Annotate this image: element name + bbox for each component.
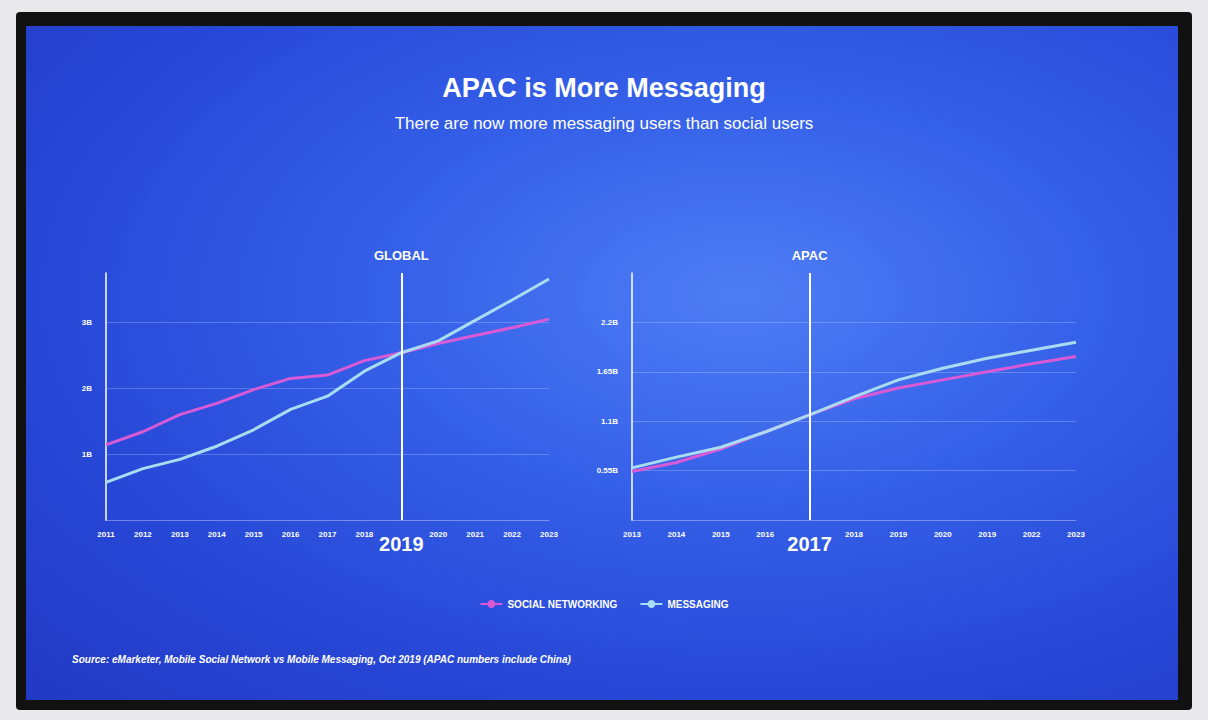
svg-text:Source: eMarketer, Mobile Soci: Source: eMarketer, Mobile Social Network… xyxy=(72,654,572,665)
svg-text:APAC is More Messaging: APAC is More Messaging xyxy=(442,73,766,103)
svg-text:2023: 2023 xyxy=(1067,530,1085,539)
svg-text:2015: 2015 xyxy=(245,530,263,539)
svg-text:2023: 2023 xyxy=(540,530,558,539)
svg-text:2017: 2017 xyxy=(787,533,832,555)
svg-text:2020: 2020 xyxy=(934,530,952,539)
svg-text:2012: 2012 xyxy=(134,530,152,539)
svg-text:2013: 2013 xyxy=(171,530,189,539)
svg-text:1.65B: 1.65B xyxy=(597,367,619,376)
svg-text:2021: 2021 xyxy=(466,530,484,539)
svg-text:2014: 2014 xyxy=(668,530,686,539)
svg-text:GLOBAL: GLOBAL xyxy=(374,248,429,263)
svg-text:2016: 2016 xyxy=(756,530,774,539)
svg-text:2022: 2022 xyxy=(1023,530,1041,539)
svg-text:2014: 2014 xyxy=(208,530,226,539)
svg-text:APAC: APAC xyxy=(792,248,828,263)
svg-text:2011: 2011 xyxy=(97,530,115,539)
svg-text:2019: 2019 xyxy=(379,533,424,555)
svg-text:2018: 2018 xyxy=(845,530,863,539)
svg-text:2020: 2020 xyxy=(429,530,447,539)
svg-text:2022: 2022 xyxy=(503,530,521,539)
svg-text:2019: 2019 xyxy=(890,530,908,539)
svg-text:1B: 1B xyxy=(82,450,92,459)
svg-text:0.55B: 0.55B xyxy=(597,466,619,475)
svg-text:2013: 2013 xyxy=(623,530,641,539)
svg-text:3B: 3B xyxy=(82,318,92,327)
svg-text:2019: 2019 xyxy=(978,530,996,539)
svg-text:2015: 2015 xyxy=(712,530,730,539)
svg-text:2016: 2016 xyxy=(282,530,300,539)
svg-text:2018: 2018 xyxy=(356,530,374,539)
svg-text:SOCIAL NETWORKING: SOCIAL NETWORKING xyxy=(507,599,617,610)
svg-text:2B: 2B xyxy=(82,384,92,393)
svg-text:MESSAGING: MESSAGING xyxy=(667,599,728,610)
svg-text:2.2B: 2.2B xyxy=(601,318,618,327)
svg-text:There are now more messaging u: There are now more messaging users than … xyxy=(395,114,814,133)
svg-text:2017: 2017 xyxy=(319,530,337,539)
svg-text:1.1B: 1.1B xyxy=(601,417,618,426)
